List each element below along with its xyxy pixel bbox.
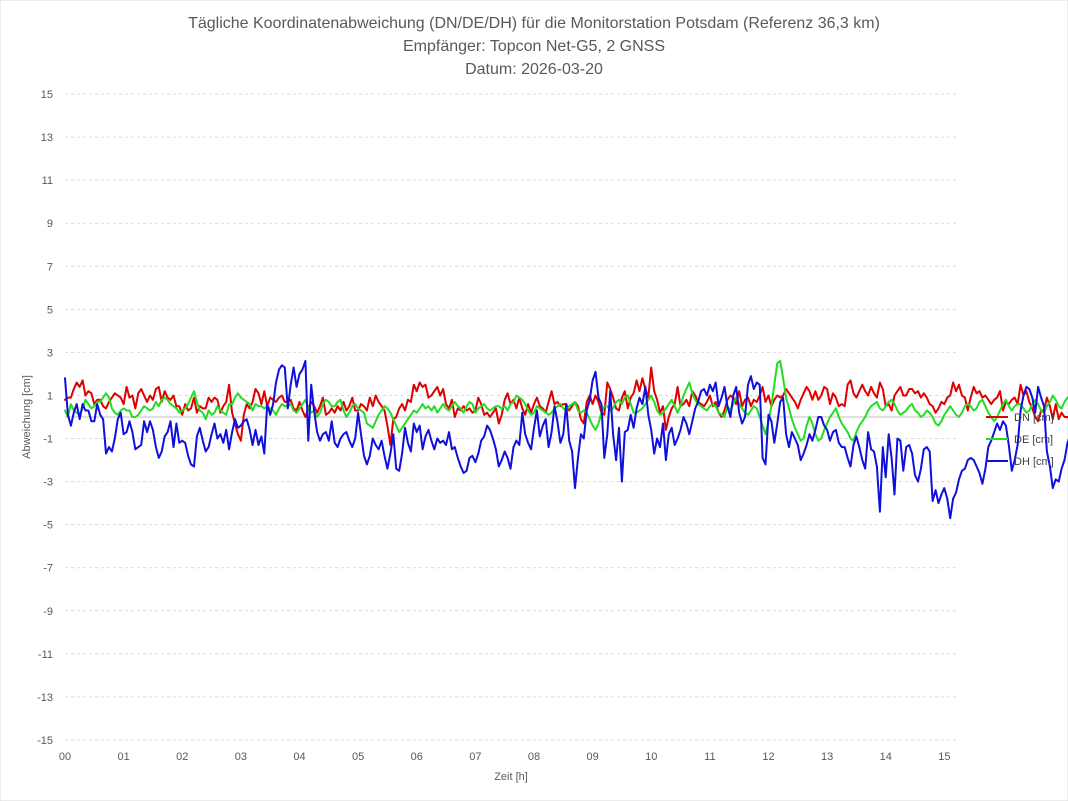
x-tick-label: 12 [762,751,774,763]
legend-label-dn: DN [cm] [1014,412,1054,424]
y-tick-label: 15 [41,89,53,101]
x-tick-label: 05 [352,751,364,763]
legend-label-dh: DH [cm] [1014,456,1054,468]
y-tick-label: 1 [47,390,53,402]
chart-title-line-3: Datum: 2026-03-20 [465,61,603,78]
x-tick-label: 00 [59,751,71,763]
x-tick-label: 06 [411,751,423,763]
y-tick-label: 5 [47,304,53,316]
x-axis-title: Zeit [h] [494,771,528,783]
y-tick-label: 11 [42,175,53,187]
y-tick-label: -11 [38,649,53,661]
x-tick-label: 04 [293,751,305,763]
x-tick-label: 08 [528,751,540,763]
y-tick-label: -1 [43,434,53,446]
y-tick-label: -15 [37,735,53,747]
y-tick-label: -3 [43,477,53,489]
x-tick-label: 10 [645,751,657,763]
x-tick-label: 01 [117,751,129,763]
y-axis-tick-labels: 15 13 11 9 7 5 3 1 -1 -3 -5 -7 -9 -11 -13 -15 [37,89,53,747]
series-line-de [64,360,1068,442]
y-tick-label: -5 [43,520,53,532]
x-tick-label: 09 [586,751,598,763]
legend-label-de: DE [cm] [1014,434,1053,446]
chart-title-line-1: Tägliche Koordinatenabweichung (DN/DE/DH… [188,15,880,32]
chart-title-line-2: Empfänger: Topcon Net-G5, 2 GNSS [403,38,665,55]
y-axis-title: Abweichung [cm] [21,375,33,459]
x-tick-label: 03 [235,751,247,763]
y-tick-label: 7 [47,261,53,273]
y-tick-label: -9 [43,606,53,618]
y-tick-label: 9 [47,218,53,230]
y-tick-label: -7 [43,563,53,575]
x-tick-label: 02 [176,751,188,763]
legend: DN [cm] DE [cm] DH [cm] [986,412,1054,468]
x-tick-label: 15 [938,751,950,763]
x-axis-tick-labels: 00 01 02 03 04 05 06 07 08 09 10 11 12 13 14 15 [59,751,951,763]
y-tick-label: -13 [37,692,53,704]
x-tick-label: 11 [704,751,715,763]
x-tick-label: 14 [880,751,892,763]
series-layer [64,360,1068,520]
y-tick-label: 3 [47,347,53,359]
y-tick-label: 13 [41,132,53,144]
x-tick-label: 07 [469,751,481,763]
series-line-dh [64,360,1068,520]
x-tick-label: 13 [821,751,833,763]
